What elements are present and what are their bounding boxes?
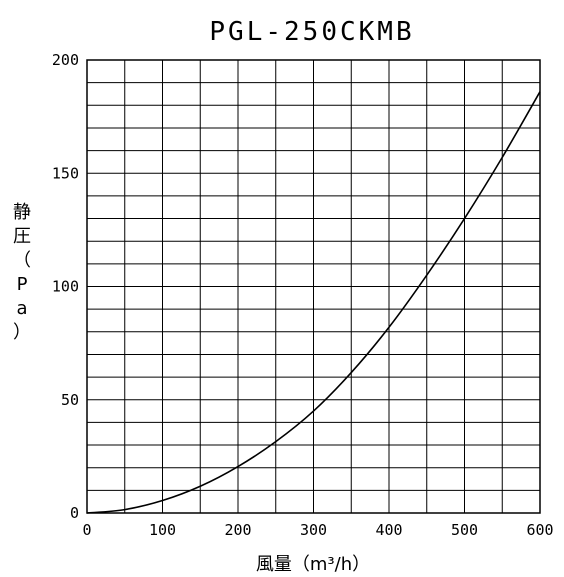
x-axis-label: 風量（m³/h） [256,554,370,575]
x-tick-label: 200 [224,521,251,539]
chart-title: PGL-250CKMB [209,17,414,47]
y-tick-label: 0 [70,504,79,522]
plot-frame [86,59,541,514]
grid-lines [87,60,540,513]
y-tick-labels: 0 50 100 150 200 [52,51,79,522]
x-tick-label: 500 [451,521,478,539]
x-tick-label: 100 [149,521,176,539]
x-tick-labels: 0 100 200 300 400 500 600 [82,521,553,539]
y-tick-label: 150 [52,164,79,182]
x-tick-label: 600 [526,521,553,539]
x-tick-label: 400 [375,521,402,539]
y-tick-label: 200 [52,51,79,69]
series-line [86,91,541,514]
y-tick-label: 50 [61,391,79,409]
x-tick-label: 300 [300,521,327,539]
y-tick-label: 100 [52,278,79,296]
x-tick-label: 0 [82,521,91,539]
